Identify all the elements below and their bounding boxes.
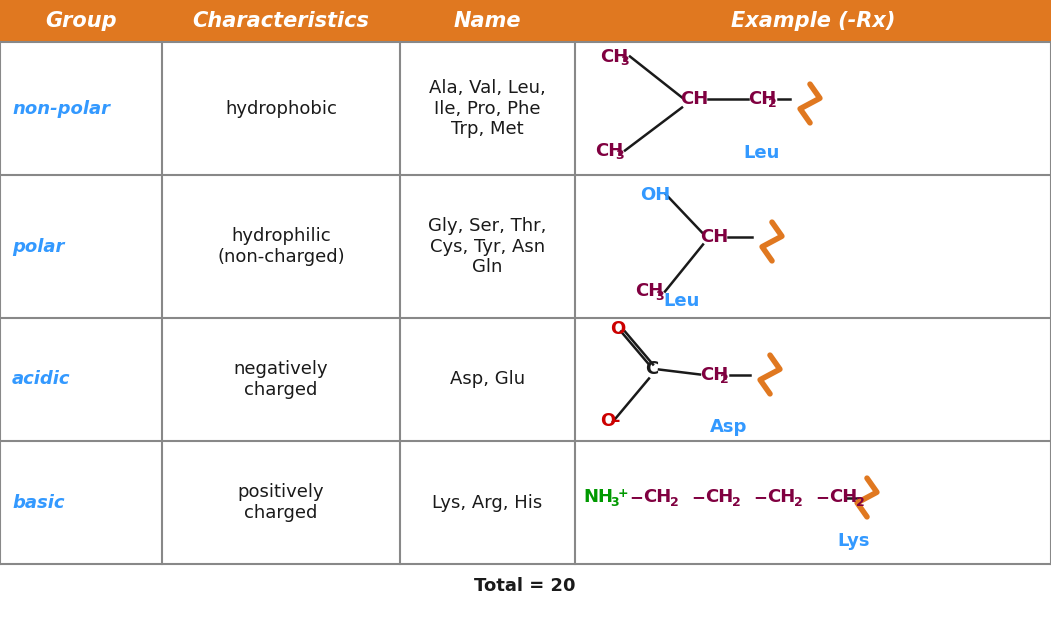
Text: O: O	[600, 413, 615, 431]
Text: Leu: Leu	[663, 292, 699, 310]
Text: Example (-Rx): Example (-Rx)	[730, 11, 895, 31]
Text: 3: 3	[655, 289, 664, 302]
Text: Asp: Asp	[710, 418, 747, 436]
Text: NH: NH	[583, 489, 613, 507]
Text: Characteristics: Characteristics	[192, 11, 370, 31]
Text: Name: Name	[454, 11, 521, 31]
Text: −: −	[691, 489, 705, 507]
Text: positively
charged: positively charged	[238, 483, 325, 522]
Text: O: O	[610, 320, 625, 339]
Text: +: +	[618, 487, 628, 500]
Text: Ala, Val, Leu,
Ile, Pro, Phe
Trp, Met: Ala, Val, Leu, Ile, Pro, Phe Trp, Met	[429, 79, 545, 138]
Text: Lys, Arg, His: Lys, Arg, His	[432, 494, 542, 511]
Text: Gly, Ser, Thr,
Cys, Tyr, Asn
Gln: Gly, Ser, Thr, Cys, Tyr, Asn Gln	[429, 217, 547, 276]
Text: 2: 2	[720, 373, 729, 386]
Text: 2: 2	[856, 496, 865, 509]
Text: Lys: Lys	[837, 531, 869, 550]
Text: −: −	[815, 489, 829, 507]
Text: acidic: acidic	[12, 370, 70, 389]
Text: hydrophobic: hydrophobic	[225, 99, 337, 117]
Text: CH: CH	[705, 489, 734, 507]
Text: hydrophilic
(non-charged): hydrophilic (non-charged)	[218, 227, 345, 266]
Text: CH: CH	[829, 489, 858, 507]
Text: CH: CH	[600, 48, 628, 65]
Text: basic: basic	[12, 494, 64, 511]
Text: CH: CH	[700, 228, 728, 246]
Text: non-polar: non-polar	[12, 99, 110, 117]
Text: -: -	[613, 413, 620, 431]
Text: 2: 2	[669, 496, 679, 509]
Text: CH: CH	[635, 283, 663, 300]
Text: C: C	[645, 360, 658, 378]
Text: −: −	[753, 489, 767, 507]
Text: Leu: Leu	[743, 144, 780, 162]
Text: 2: 2	[768, 96, 777, 110]
Text: CH: CH	[643, 489, 672, 507]
Text: OH: OH	[640, 186, 671, 204]
Text: 3: 3	[610, 496, 619, 509]
Text: negatively
charged: negatively charged	[233, 360, 328, 399]
Text: 2: 2	[794, 496, 803, 509]
Text: CH: CH	[680, 89, 708, 107]
Text: CH: CH	[767, 489, 796, 507]
Text: Asp, Glu: Asp, Glu	[450, 370, 526, 389]
Text: −: −	[628, 489, 643, 507]
Bar	[0, 0, 1051, 42]
Text: 3: 3	[620, 54, 628, 67]
Text: Total = 20: Total = 20	[474, 577, 576, 595]
Text: Group: Group	[45, 11, 117, 31]
Text: CH: CH	[595, 141, 623, 160]
Text: 3: 3	[615, 149, 624, 162]
Text: polar: polar	[12, 238, 64, 255]
Text: CH: CH	[700, 365, 728, 384]
Text: CH: CH	[748, 89, 777, 107]
Text: 2: 2	[731, 496, 741, 509]
